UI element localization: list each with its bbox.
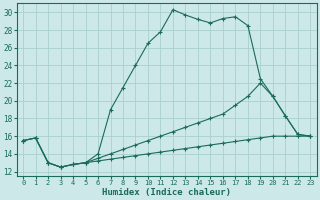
X-axis label: Humidex (Indice chaleur): Humidex (Indice chaleur) — [102, 188, 231, 197]
